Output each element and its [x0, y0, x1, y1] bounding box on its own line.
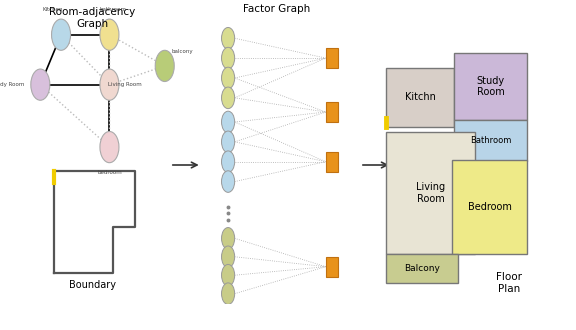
Text: Kitchen: Kitchen [42, 7, 63, 12]
FancyBboxPatch shape [454, 53, 526, 119]
Circle shape [222, 111, 234, 133]
Text: Balcony: Balcony [404, 264, 440, 273]
Text: bathroom: bathroom [100, 7, 126, 12]
Circle shape [222, 151, 234, 173]
Text: Floor
Plan: Floor Plan [497, 272, 522, 294]
Circle shape [100, 69, 119, 100]
FancyBboxPatch shape [325, 152, 338, 172]
Circle shape [222, 27, 234, 49]
Circle shape [222, 228, 234, 249]
Text: bedroom: bedroom [97, 170, 122, 175]
Circle shape [100, 131, 119, 163]
Circle shape [31, 69, 50, 100]
Circle shape [52, 19, 70, 50]
FancyBboxPatch shape [386, 254, 458, 283]
FancyBboxPatch shape [454, 119, 526, 161]
FancyBboxPatch shape [325, 48, 338, 68]
FancyBboxPatch shape [325, 257, 338, 277]
Text: Living Room: Living Room [108, 82, 142, 87]
FancyBboxPatch shape [325, 102, 338, 122]
Text: Bathroom: Bathroom [469, 136, 511, 145]
Text: balcony: balcony [171, 49, 193, 54]
FancyBboxPatch shape [386, 68, 454, 126]
Text: Living
Room: Living Room [416, 182, 445, 204]
Circle shape [222, 264, 234, 286]
Circle shape [100, 19, 119, 50]
Circle shape [222, 246, 234, 268]
FancyBboxPatch shape [452, 160, 526, 254]
Text: Study Room: Study Room [0, 82, 24, 87]
Circle shape [222, 67, 234, 89]
Text: Room-adjacency
Graph: Room-adjacency Graph [49, 7, 135, 29]
Text: Factor Graph: Factor Graph [243, 4, 310, 14]
Circle shape [222, 171, 234, 192]
FancyBboxPatch shape [386, 132, 475, 254]
Circle shape [222, 87, 234, 109]
Text: Bedroom: Bedroom [468, 202, 511, 212]
Circle shape [156, 50, 174, 82]
Text: Kitchn: Kitchn [404, 92, 435, 102]
Text: Study
Room: Study Room [476, 76, 505, 97]
Circle shape [222, 131, 234, 152]
Text: Boundary: Boundary [69, 280, 116, 290]
Circle shape [222, 47, 234, 69]
Circle shape [222, 283, 234, 305]
